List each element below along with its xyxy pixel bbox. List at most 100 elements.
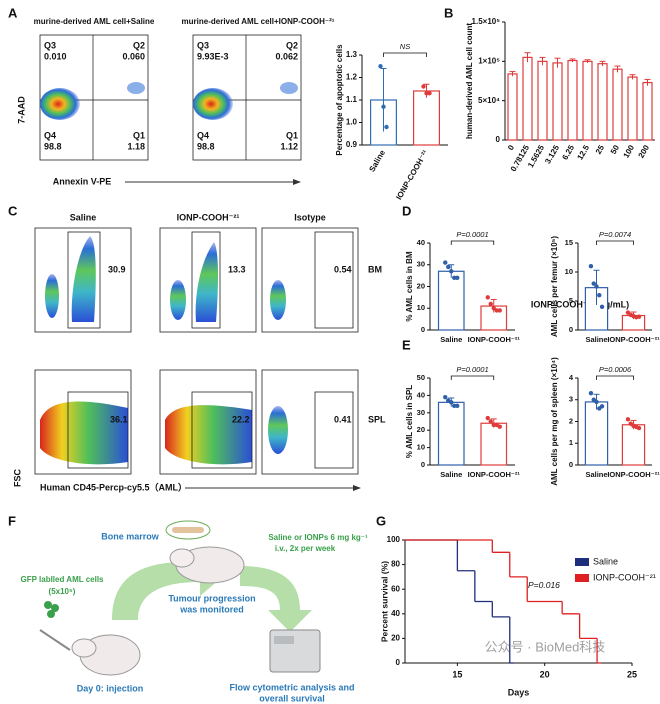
x-tick-label: IONP-COOH⁻²¹ [607,335,660,344]
density-blob [165,405,252,465]
panel-label: C [8,203,18,218]
axis-label: Human CD45-Percp-cy5.5（AML） [40,482,187,492]
watermark: 公众号 · BioMed科技 [485,639,606,654]
y-tick-label: 10 [565,267,573,276]
quadrant-name: Q1 [286,130,298,140]
density-blob [71,236,96,322]
data-point [599,304,605,309]
x-tick-label: 3.125 [543,143,561,165]
y-tick-label: 60 [391,584,400,593]
data-point [488,301,493,307]
plot-frame [261,369,359,475]
y-tick-label: 0 [396,658,401,667]
y-axis-label: Percentage of apoptotic cells [335,44,344,156]
y-tick-label: 100 [387,535,401,544]
annotation: P=0.0001 [456,365,488,374]
x-tick-label: Saline [440,335,462,344]
density-blob [270,280,286,320]
data-point [636,314,642,319]
data-point [443,394,448,400]
data-point [588,264,594,269]
panel-label: G [376,513,386,528]
y-axis-label: human-derived AML cell count [465,23,474,139]
gate-value: 36.1 [110,414,128,424]
plot-frame [34,369,132,475]
density-blob [127,82,145,94]
y-tick-label: 40 [417,390,425,399]
label: i.v., 2x per week [275,544,336,553]
label: Day 0: injection [77,683,144,693]
y-tick-label: 0 [421,460,425,469]
x-tick-label: Saline [585,335,607,344]
quadrant-name: Q3 [197,40,209,50]
panel-label: E [402,337,411,352]
plot-frame [39,34,149,161]
gate [67,231,101,329]
y-tick-label: 20 [417,425,425,434]
x-tick-label: 50 [609,143,622,156]
x-tick-label: IONP-COOH⁻²¹ [468,470,521,479]
quadrant-value: 0.060 [122,51,145,61]
data-point [497,308,502,313]
y-tick-label: 30 [417,408,425,417]
quadrant-name: Q4 [197,130,209,140]
annotation: P=0.0001 [456,230,488,239]
schematic: Bone marrow Saline or IONPs 6 mg kg⁻¹ i.… [21,520,368,703]
density-blob [45,274,59,318]
flow-arrow [240,566,312,632]
panel-label: B [444,5,453,20]
quadrant-name: Q3 [44,40,56,50]
y-tick-label: 0 [496,135,501,144]
label: Flow cytometric analysis and [229,682,354,692]
plot-title: murine-derived AML cell+IONP-COOH⁻²¹ [182,17,335,26]
annotation: P=0.016 [528,580,560,590]
x-axis-label: Days [508,687,530,697]
y-tick-label: 5×10⁴ [478,96,500,105]
y-tick-label: 1.0 [346,118,358,127]
bar [507,73,518,141]
x-tick-label: 200 [637,143,652,160]
quadrant-value: 98.8 [197,141,215,151]
gate [314,231,354,329]
legend-swatch [575,558,589,566]
column-title: Saline [70,212,97,222]
gate-value: 0.54 [334,264,352,274]
panel-label: A [8,5,18,20]
quadrant-value: 0.010 [44,51,67,61]
bar [437,270,465,331]
y-axis-label: % AML cells in SPL [405,385,414,458]
y-axis-label: AML cells per femur (×10⁵) [550,236,559,338]
bar [621,424,646,466]
density-blob [268,406,288,454]
y-tick-label: 15 [565,238,573,247]
column-title: IONP-COOH⁻²¹ [177,212,240,222]
bar [582,60,593,141]
data-point [488,419,493,424]
quadrant-name: Q2 [286,40,298,50]
y-tick-label: 1.3 [346,50,358,59]
y-axis-label: Percent survival (%) [379,561,389,642]
y-tick-label: 2 [569,416,573,425]
plot-frame [34,227,132,333]
y-tick-label: 10 [417,443,425,452]
row-label: BM [368,264,382,274]
y-tick-label: 1 [569,438,573,447]
gate-value: 22.2 [232,414,250,424]
legend-label: Saline [593,556,618,566]
x-tick-label: 6.25 [560,143,576,161]
y-tick-label: 40 [417,238,425,247]
y-tick-label: 1.2 [346,73,358,82]
x-tick-label: Saline [440,470,462,479]
bar [537,60,548,141]
plot-title: murine-derived AML cell+Saline [34,17,155,26]
bar [597,63,608,141]
x-tick-label: 25 [627,669,637,679]
legend-swatch [575,574,589,582]
data-point [427,91,432,96]
cell [44,601,52,609]
y-axis-label: AML cells per mg of spleen (×10⁴) [550,357,559,486]
data-point [625,417,631,422]
data-point [599,404,605,409]
quadrant-value: 0.062 [275,51,298,61]
